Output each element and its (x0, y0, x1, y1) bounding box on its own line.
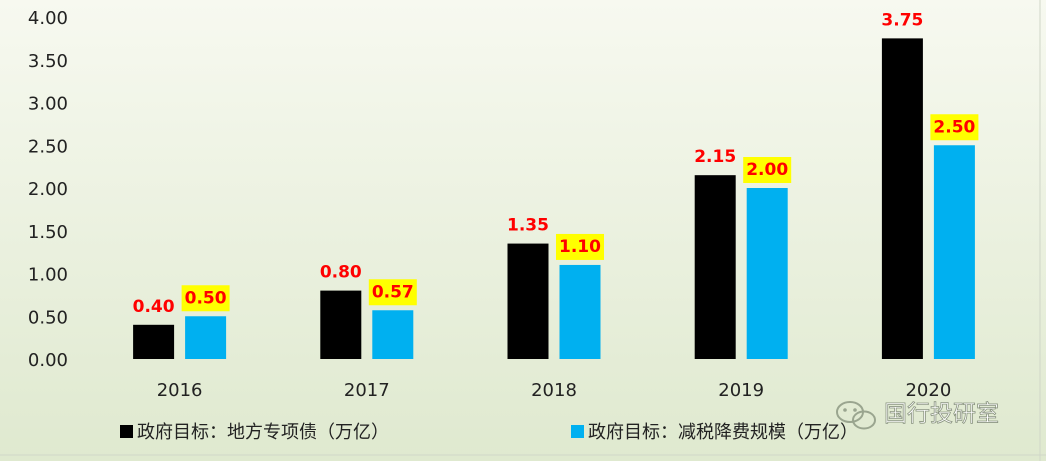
x-tick-label: 2020 (905, 380, 951, 401)
y-tick-label: 2.00 (28, 179, 68, 200)
y-axis: 0.00 0.50 1.00 1.50 2.00 2.50 3.00 3.50 4.00 (28, 8, 68, 371)
data-label: 3.75 (881, 10, 923, 30)
legend-label: 政府目标：减税降费规模（万亿） (588, 422, 858, 443)
data-label-highlight (181, 285, 230, 312)
y-tick-label: 0.00 (28, 350, 68, 371)
legend-swatch (571, 425, 584, 438)
legend: 政府目标：地方专项债（万亿） 政府目标：减税降费规模（万亿） (120, 422, 858, 443)
data-label-highlight (743, 157, 792, 183)
bar-tax-cut-2016 (185, 316, 227, 359)
legend-swatch (120, 425, 133, 438)
data-label: 2.00 (746, 160, 788, 180)
y-tick-label: 4.00 (28, 8, 68, 29)
y-tick-label: 3.50 (28, 51, 68, 72)
data-label-highlight (368, 279, 417, 306)
x-tick-label: 2019 (718, 380, 764, 401)
x-tick-label: 2017 (344, 380, 390, 401)
data-label: 2.50 (933, 117, 975, 137)
bar-tax-cut-2019 (746, 188, 788, 359)
bar-special-bond-2019 (694, 175, 736, 359)
y-tick-label: 0.50 (28, 307, 68, 328)
legend-label: 政府目标：地方专项债（万亿） (137, 422, 389, 443)
y-tick-label: 2.50 (28, 136, 68, 157)
y-tick-label: 1.00 (28, 265, 68, 286)
bar-tax-cut-2020 (933, 145, 975, 359)
data-label: 1.35 (507, 216, 549, 236)
x-tick-label: 2018 (531, 380, 577, 401)
bar-special-bond-2018 (507, 243, 549, 359)
bar-special-bond-2016 (133, 324, 175, 359)
bar-special-bond-2020 (881, 38, 923, 359)
data-label: 2.15 (694, 147, 736, 167)
y-tick-label: 3.00 (28, 94, 68, 115)
data-label-highlight (930, 114, 979, 141)
data-label-highlight (556, 233, 604, 260)
data-label: 1.10 (559, 237, 601, 257)
y-tick-label: 1.50 (28, 222, 68, 243)
data-label: 0.57 (372, 282, 414, 302)
watermark-text: 国行投研室 (884, 401, 999, 427)
data-label: 0.40 (133, 297, 175, 317)
data-label: 0.50 (185, 288, 227, 308)
data-label: 0.80 (320, 263, 362, 283)
bar-tax-cut-2018 (559, 264, 601, 359)
bars-group: 0.40 0.50 0.80 0.57 1.35 1.10 2.15 2.00 3.75 2.50 (133, 10, 979, 359)
x-tick-label: 2016 (157, 380, 203, 401)
watermark: 国行投研室 (836, 401, 999, 430)
bar-special-bond-2017 (320, 290, 362, 359)
wechat-icon (836, 401, 876, 430)
bar-tax-cut-2017 (372, 310, 414, 359)
x-axis: 2016 2017 2018 2019 2020 (157, 380, 952, 401)
